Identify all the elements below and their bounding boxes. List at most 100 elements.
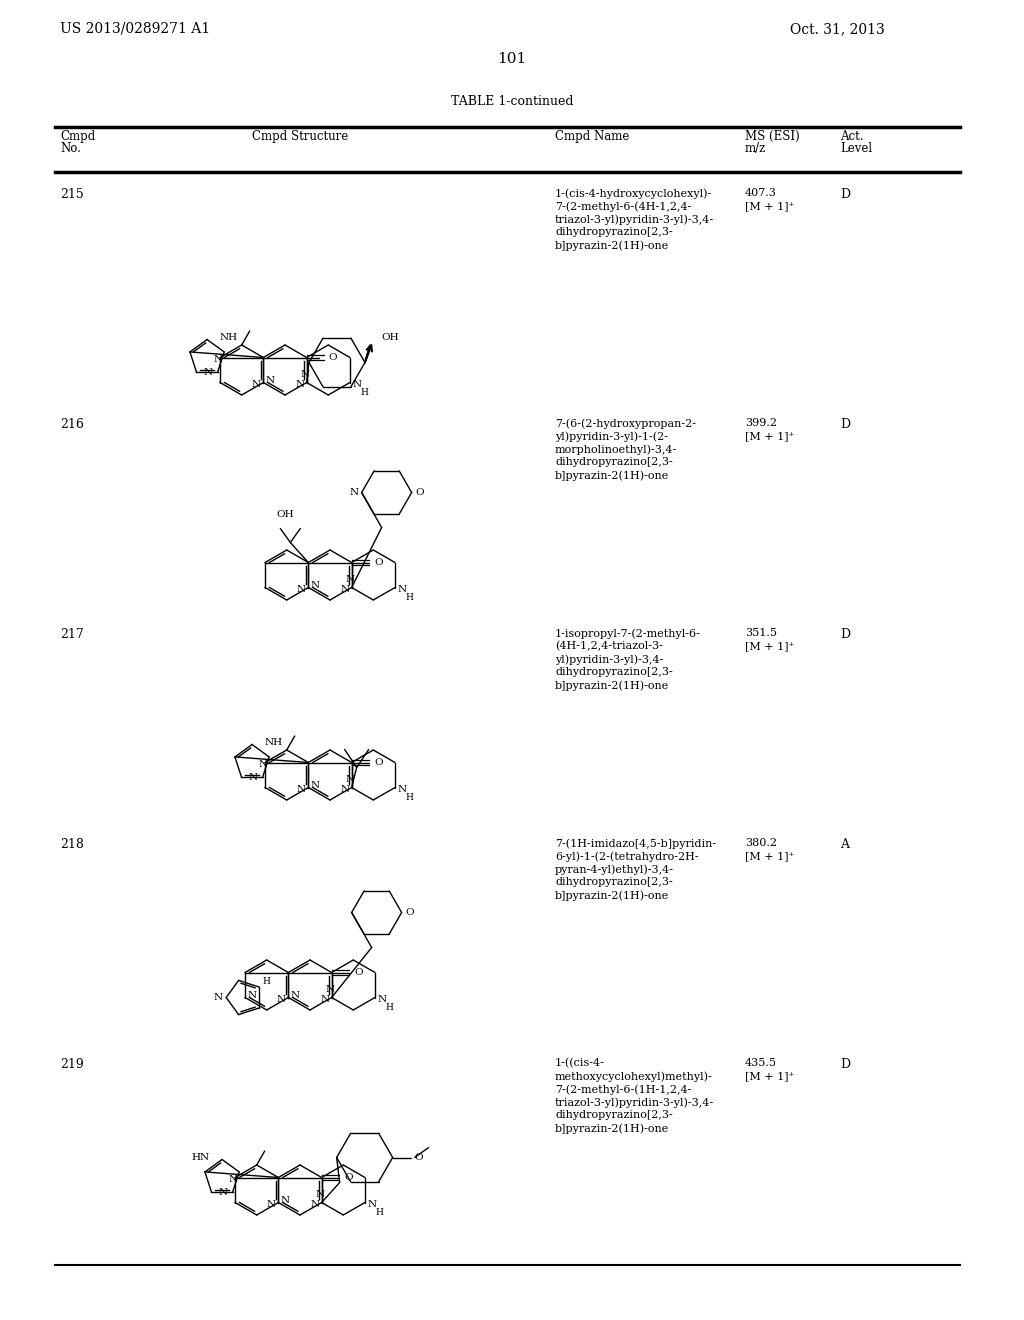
Text: 217: 217 [60,628,84,642]
Text: A: A [840,838,849,851]
Text: N: N [397,585,407,594]
Text: [M + 1]⁺: [M + 1]⁺ [745,432,795,441]
Text: 7-(6-(2-hydroxypropan-2-: 7-(6-(2-hydroxypropan-2- [555,418,696,429]
Text: b]pyrazin-2(1H)-one: b]pyrazin-2(1H)-one [555,680,670,690]
Text: dihydropyrazino[2,3-: dihydropyrazino[2,3- [555,876,673,887]
Text: N: N [266,376,274,385]
Text: MS (ESI): MS (ESI) [745,129,800,143]
Text: OH: OH [276,510,294,519]
Text: [M + 1]⁺: [M + 1]⁺ [745,851,795,861]
Text: 6-yl)-1-(2-(tetrahydro-2H-: 6-yl)-1-(2-(tetrahydro-2H- [555,851,698,862]
Text: N: N [378,995,386,1005]
Text: N: N [397,785,407,795]
Text: N: N [311,781,319,789]
Text: N: N [300,370,309,379]
Text: N: N [310,1200,319,1209]
Text: H: H [263,977,270,986]
Text: N: N [368,1200,377,1209]
Text: H: H [406,793,413,803]
Text: Oct. 31, 2013: Oct. 31, 2013 [790,22,885,36]
Text: O: O [375,758,383,767]
Text: 407.3: 407.3 [745,187,777,198]
Text: 351.5: 351.5 [745,628,777,638]
Text: dihydropyrazino[2,3-: dihydropyrazino[2,3- [555,227,673,238]
Text: N: N [291,991,300,1001]
Text: N: N [203,367,212,376]
Text: 1-(cis-4-hydroxycyclohexyl)-: 1-(cis-4-hydroxycyclohexyl)- [555,187,713,198]
Text: NH: NH [219,333,238,342]
Text: Cmpd: Cmpd [60,129,95,143]
Text: b]pyrazin-2(1H)-one: b]pyrazin-2(1H)-one [555,240,670,251]
Text: O: O [416,488,424,498]
Text: Cmpd Name: Cmpd Name [555,129,630,143]
Text: [M + 1]⁺: [M + 1]⁺ [745,201,795,211]
Text: pyran-4-yl)ethyl)-3,4-: pyran-4-yl)ethyl)-3,4- [555,865,674,875]
Text: N: N [345,576,354,583]
Text: b]pyrazin-2(1H)-one: b]pyrazin-2(1H)-one [555,470,670,480]
Text: H: H [360,388,368,397]
Text: N: N [259,760,267,770]
Text: D: D [840,187,850,201]
Text: D: D [840,1059,850,1071]
Text: N: N [349,488,358,498]
Text: N: N [214,355,223,364]
Text: Act.: Act. [840,129,863,143]
Text: N: N [321,995,329,1005]
Text: methoxycyclohexyl)methyl)-: methoxycyclohexyl)methyl)- [555,1071,713,1081]
Text: m/z: m/z [745,143,766,154]
Text: 7-(2-methyl-6-(4H-1,2,4-: 7-(2-methyl-6-(4H-1,2,4- [555,201,691,211]
Text: 7-(2-methyl-6-(1H-1,2,4-: 7-(2-methyl-6-(1H-1,2,4- [555,1084,691,1094]
Text: N: N [295,380,304,389]
Text: TABLE 1-continued: TABLE 1-continued [451,95,573,108]
Text: O: O [329,352,337,362]
Text: Level: Level [840,143,872,154]
Text: N: N [218,1188,227,1196]
Text: 380.2: 380.2 [745,838,777,847]
Text: morpholinoethyl)-3,4-: morpholinoethyl)-3,4- [555,444,677,454]
Text: (4H-1,2,4-triazol-3-: (4H-1,2,4-triazol-3- [555,642,663,651]
Text: O: O [406,908,414,917]
Text: b]pyrazin-2(1H)-one: b]pyrazin-2(1H)-one [555,890,670,900]
Text: N: N [345,775,354,784]
Text: 399.2: 399.2 [745,418,777,428]
Text: D: D [840,628,850,642]
Text: dihydropyrazino[2,3-: dihydropyrazino[2,3- [555,457,673,467]
Text: N: N [325,985,334,994]
Text: b]pyrazin-2(1H)-one: b]pyrazin-2(1H)-one [555,1123,670,1134]
Text: Cmpd Structure: Cmpd Structure [252,129,348,143]
Text: O: O [354,968,362,977]
Text: N: N [252,380,261,389]
Text: 1-isopropyl-7-(2-methyl-6-: 1-isopropyl-7-(2-methyl-6- [555,628,700,639]
Text: 7-(1H-imidazo[4,5-b]pyridin-: 7-(1H-imidazo[4,5-b]pyridin- [555,838,716,849]
Text: triazol-3-yl)pyridin-3-yl)-3,4-: triazol-3-yl)pyridin-3-yl)-3,4- [555,1097,714,1107]
Text: N: N [281,1196,290,1205]
Text: US 2013/0289271 A1: US 2013/0289271 A1 [60,22,210,36]
Text: dihydropyrazino[2,3-: dihydropyrazino[2,3- [555,667,673,677]
Text: triazol-3-yl)pyridin-3-yl)-3,4-: triazol-3-yl)pyridin-3-yl)-3,4- [555,214,714,224]
Text: N: N [352,380,361,389]
Text: OH: OH [381,333,398,342]
Text: yl)pyridin-3-yl)-1-(2-: yl)pyridin-3-yl)-1-(2- [555,432,668,442]
Text: O: O [375,558,383,568]
Text: NH: NH [264,738,283,747]
Text: 101: 101 [498,51,526,66]
Text: [M + 1]⁺: [M + 1]⁺ [745,1071,795,1081]
Text: N: N [228,1175,238,1184]
Text: 215: 215 [60,187,84,201]
Text: 435.5: 435.5 [745,1059,777,1068]
Text: N: N [297,785,306,795]
Text: H: H [385,1003,393,1012]
Text: 1-((cis-4-: 1-((cis-4- [555,1059,605,1068]
Text: [M + 1]⁺: [M + 1]⁺ [745,642,795,651]
Text: O: O [344,1173,353,1181]
Text: N: N [276,995,286,1005]
Text: 219: 219 [60,1059,84,1071]
Text: yl)pyridin-3-yl)-3,4-: yl)pyridin-3-yl)-3,4- [555,653,664,664]
Text: No.: No. [60,143,81,154]
Text: O: O [415,1152,423,1162]
Text: 216: 216 [60,418,84,432]
Text: N: N [315,1191,325,1199]
Text: 218: 218 [60,838,84,851]
Text: N: N [214,993,223,1002]
Text: D: D [840,418,850,432]
